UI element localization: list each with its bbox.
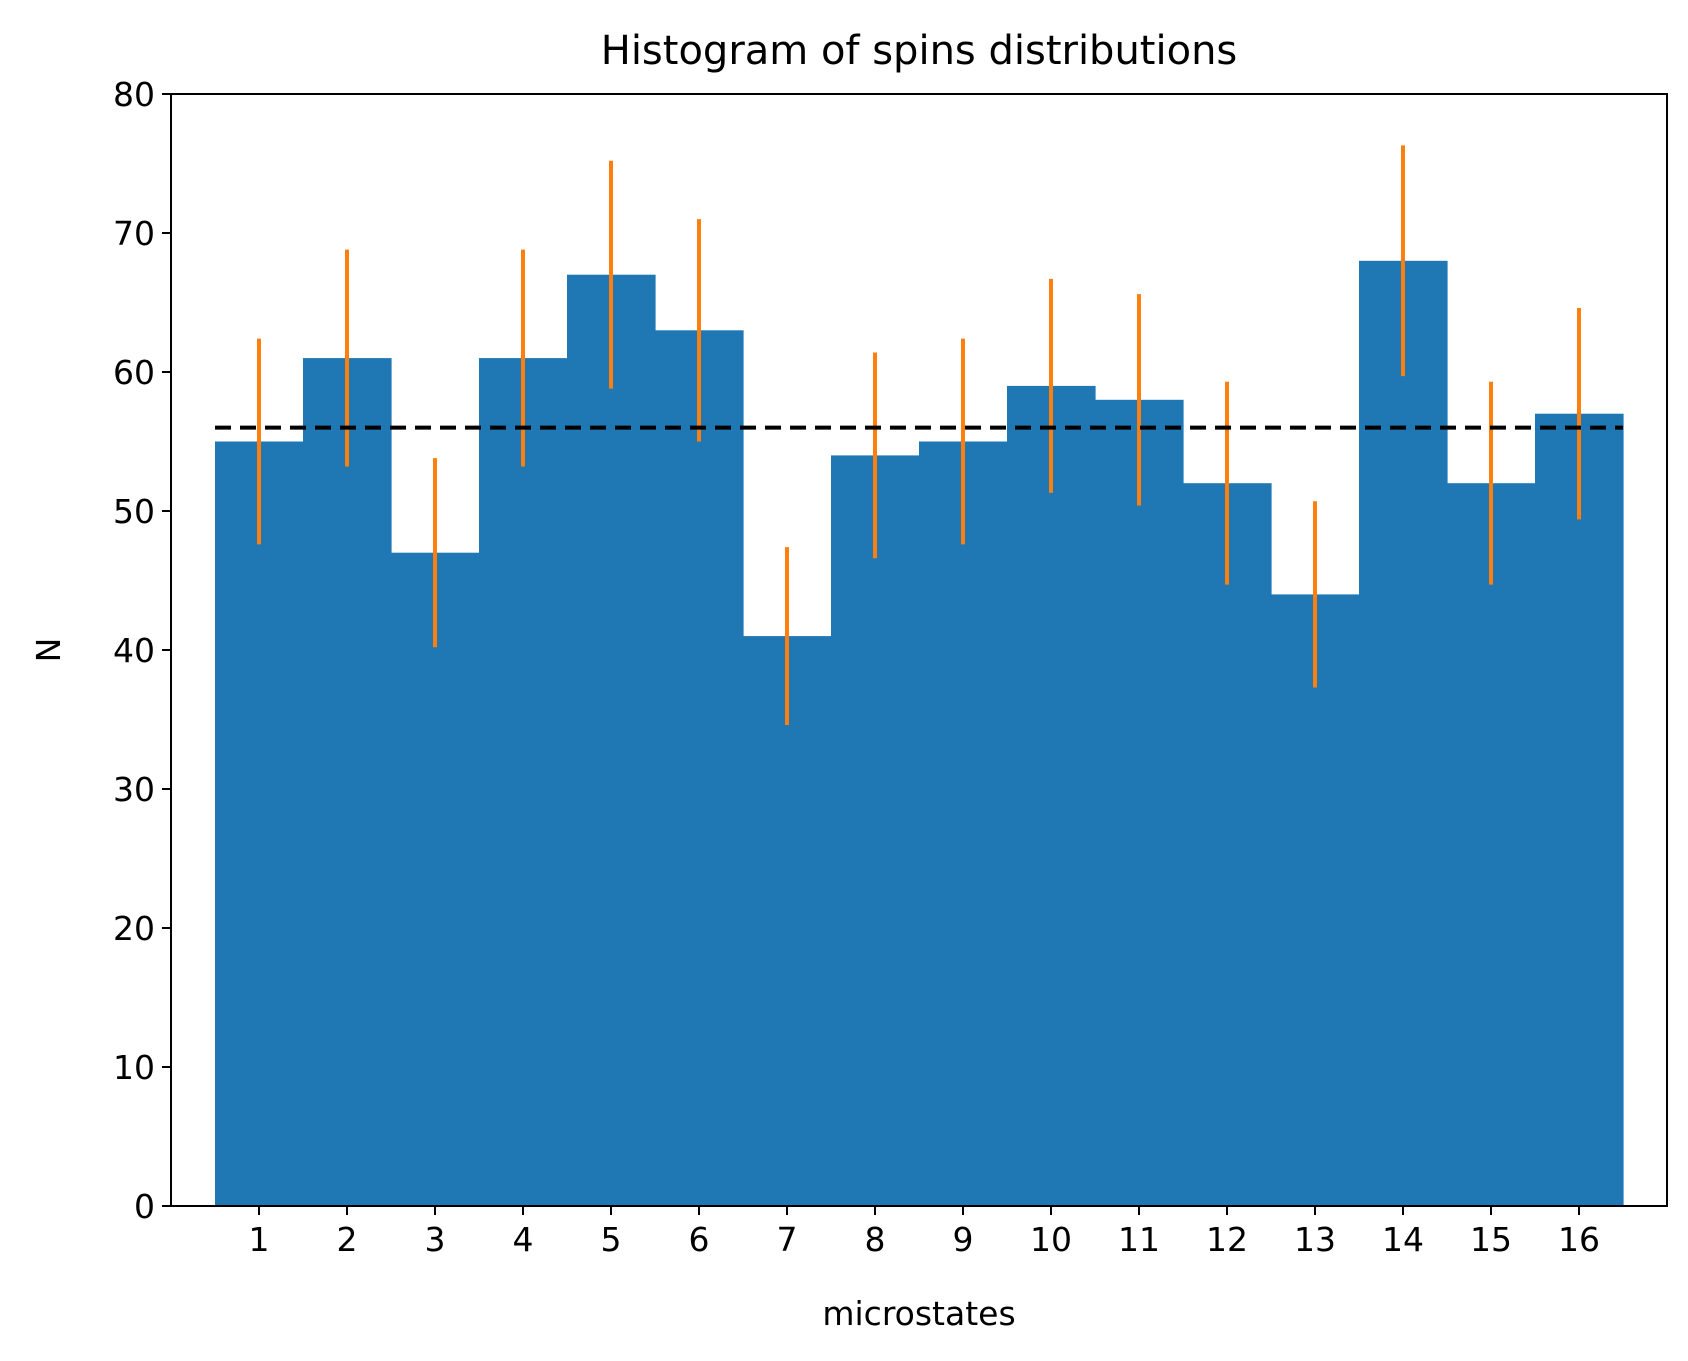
y-tick-label-80: 80 [113, 75, 155, 114]
x-tick-label-9: 9 [953, 1220, 974, 1259]
x-tick-label-13: 13 [1294, 1220, 1336, 1259]
y-axis-ticks: 0 10 20 30 40 50 60 70 80 [113, 75, 171, 1226]
y-axis-label: N [29, 638, 68, 663]
x-tick-label-8: 8 [865, 1220, 886, 1259]
bars-layer [215, 260, 1624, 1207]
y-tick-label-50: 50 [113, 492, 155, 531]
bar-16 [1535, 413, 1624, 1206]
bar-15 [1447, 483, 1536, 1206]
x-tick-label-6: 6 [689, 1220, 710, 1259]
x-axis-label: microstates [822, 1294, 1015, 1333]
x-tick-label-12: 12 [1206, 1220, 1248, 1259]
x-tick-label-16: 16 [1558, 1220, 1600, 1259]
bar-13 [1271, 594, 1360, 1206]
x-tick-label-7: 7 [777, 1220, 798, 1259]
y-tick-label-10: 10 [113, 1048, 155, 1087]
x-tick-label-3: 3 [425, 1220, 446, 1259]
x-tick-label-14: 14 [1382, 1220, 1424, 1259]
x-axis-ticks: 1 2 3 4 5 6 7 8 9 10 11 12 13 14 15 16 [249, 1206, 1600, 1259]
bar-2 [303, 358, 392, 1207]
x-tick-label-10: 10 [1030, 1220, 1072, 1259]
bar-8 [831, 455, 920, 1206]
bar-3 [391, 552, 480, 1206]
bar-7 [743, 636, 832, 1206]
errorbars-layer [257, 145, 1581, 726]
y-tick-label-30: 30 [113, 770, 155, 809]
x-tick-label-5: 5 [601, 1220, 622, 1259]
bar-11 [1095, 399, 1184, 1206]
x-tick-label-15: 15 [1470, 1220, 1512, 1259]
bar-10 [1007, 385, 1096, 1206]
y-tick-label-40: 40 [113, 631, 155, 670]
x-tick-label-11: 11 [1118, 1220, 1160, 1259]
y-tick-label-60: 60 [113, 353, 155, 392]
y-tick-label-20: 20 [113, 909, 155, 948]
bar-9 [919, 441, 1008, 1206]
chart-title: Histogram of spins distributions [601, 28, 1238, 74]
x-tick-label-2: 2 [337, 1220, 358, 1259]
y-tick-label-70: 70 [113, 214, 155, 253]
bar-14 [1359, 260, 1448, 1206]
bar-12 [1183, 483, 1272, 1206]
bar-5 [567, 274, 656, 1206]
bar-1 [215, 441, 304, 1206]
bar-6 [655, 330, 744, 1206]
y-tick-label-0: 0 [134, 1187, 155, 1226]
x-tick-label-4: 4 [513, 1220, 534, 1259]
bar-4 [479, 358, 568, 1207]
x-tick-label-1: 1 [249, 1220, 270, 1259]
